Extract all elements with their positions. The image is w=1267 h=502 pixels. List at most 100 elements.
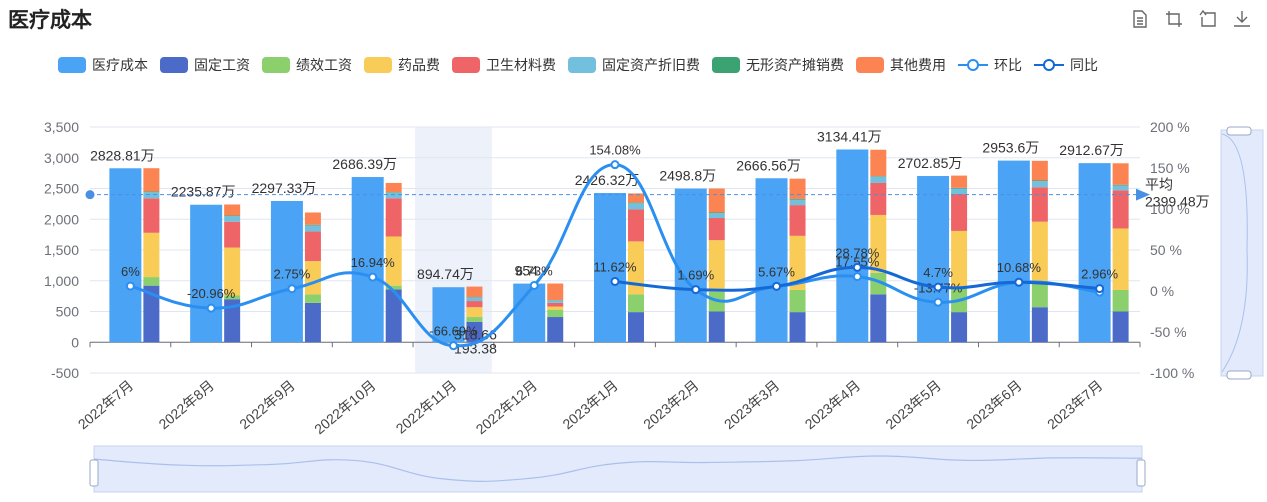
- mom-point: [287, 284, 297, 294]
- stack-segment: [951, 187, 968, 189]
- x-tick-label: 2023年1月: [559, 377, 621, 432]
- legend-item-3[interactable]: 药品费: [364, 55, 440, 75]
- left-tick-label: 2,500: [44, 181, 79, 197]
- right-tick-label: 200 %: [1150, 119, 1190, 135]
- legend-item-6[interactable]: 无形资产摊销费: [712, 55, 844, 75]
- legend-item-8[interactable]: 环比: [958, 55, 1022, 75]
- stack-segment: [951, 230, 968, 289]
- total-bar: [674, 188, 707, 343]
- left-tick-label: 3,500: [44, 119, 79, 135]
- total-value-label: 894.74万: [417, 266, 474, 282]
- stack-segment: [466, 317, 483, 322]
- left-tick-label: -500: [51, 365, 79, 381]
- horizontal-zoom-handle-right[interactable]: [1136, 459, 1146, 487]
- legend-label: 环比: [994, 57, 1022, 73]
- yoy-point: [772, 281, 782, 291]
- mom-point: [448, 341, 458, 351]
- mom-value-label: 6%: [121, 264, 140, 279]
- horizontal-zoom-preview-line: [93, 455, 1143, 482]
- yoy-point: [933, 282, 943, 292]
- vertical-zoom-handle-top[interactable]: [1226, 126, 1252, 136]
- stack-segment: [708, 212, 725, 214]
- stack-segment: [1031, 187, 1048, 222]
- stack-segment: [466, 286, 483, 298]
- stack-segment: [143, 277, 160, 286]
- stack-segment: [870, 149, 887, 177]
- yoy-value-label: 28.78%: [835, 245, 880, 260]
- legend-item-7[interactable]: 其他费用: [856, 55, 946, 75]
- legend-label: 固定工资: [194, 57, 250, 73]
- x-tick-label: 2023年3月: [721, 377, 783, 432]
- stack-segment: [143, 285, 160, 343]
- horizontal-zoom-handle-left[interactable]: [89, 459, 99, 487]
- legend-item-4[interactable]: 卫生材料费: [452, 55, 556, 75]
- stack-segment: [385, 236, 402, 286]
- stack-segment: [1112, 184, 1129, 186]
- stack-segment: [1031, 283, 1048, 308]
- stack-segment: [789, 198, 806, 200]
- legend-item-2[interactable]: 绩效工资: [262, 55, 352, 75]
- stack-segment: [224, 299, 241, 343]
- stack-segment: [224, 295, 241, 300]
- legend-swatch: [452, 57, 480, 73]
- stack-segment: [1112, 311, 1129, 343]
- yoy-value-label: 4.7%: [923, 265, 953, 280]
- download-icon[interactable]: [1231, 8, 1253, 30]
- total-bar: [594, 193, 626, 343]
- legend-swatch: [364, 57, 392, 73]
- stack-segment: [789, 205, 806, 236]
- stack-segment: [708, 218, 725, 241]
- x-tick-label: 2023年7月: [1044, 377, 1106, 432]
- total-value-label: 2297.33万: [252, 180, 317, 196]
- stack-segment: [304, 224, 321, 226]
- yoy-point: [1014, 277, 1024, 287]
- stack-segment: [789, 178, 806, 199]
- restore-icon[interactable]: [1197, 8, 1219, 30]
- legend-item-5[interactable]: 固定资产折旧费: [568, 55, 700, 75]
- mom-point: [852, 272, 862, 282]
- stack-segment: [951, 188, 968, 195]
- stack-segment: [547, 309, 564, 318]
- x-tick-label: 2023年2月: [640, 377, 702, 432]
- mom-value-label: 10.68%: [997, 260, 1042, 275]
- mom-value-label: -66.69%: [429, 324, 478, 339]
- mom-point: [933, 297, 943, 307]
- stack-segment: [304, 225, 321, 232]
- stack-segment: [466, 297, 483, 302]
- legend-label: 绩效工资: [296, 57, 352, 73]
- stack-segment: [870, 294, 887, 343]
- mom-point: [368, 272, 378, 282]
- average-line-start: [85, 190, 95, 200]
- stack-segment: [547, 302, 564, 307]
- data-view-icon[interactable]: [1129, 8, 1151, 30]
- mom-point: [125, 281, 135, 291]
- total-bar: [755, 178, 788, 343]
- vertical-zoom-handle-bottom[interactable]: [1226, 370, 1252, 380]
- x-tick-label: 2022年9月: [236, 377, 298, 432]
- x-tick-label: 2022年7月: [75, 377, 137, 432]
- total-value-label: 2702.85万: [898, 155, 963, 171]
- stack-segment: [143, 191, 160, 193]
- legend-label: 药品费: [398, 57, 440, 73]
- yoy-point: [610, 276, 620, 286]
- legend-item-1[interactable]: 固定工资: [160, 55, 250, 75]
- total-value-label: 2666.56万: [736, 157, 801, 173]
- legend-item-9[interactable]: 同比: [1034, 55, 1098, 75]
- stack-segment: [385, 289, 402, 343]
- x-tick-label: 2022年12月: [473, 377, 541, 437]
- stack-segment: [628, 202, 644, 204]
- stack-segment: [708, 240, 725, 292]
- right-tick-label: 50 %: [1150, 242, 1182, 258]
- stack-segment: [708, 213, 725, 219]
- vertical-zoom-slider[interactable]: [1220, 126, 1264, 380]
- legend-label: 无形资产摊销费: [746, 57, 844, 73]
- legend-label: 卫生材料费: [486, 57, 556, 73]
- stack-segment: [466, 307, 483, 318]
- crop-icon[interactable]: [1163, 8, 1185, 30]
- stack-segment: [789, 312, 806, 343]
- stack-segment: [951, 175, 968, 188]
- horizontal-zoom-slider[interactable]: [89, 445, 1146, 493]
- average-label-title: 平均: [1145, 177, 1173, 193]
- legend-item-0[interactable]: 医疗成本: [58, 55, 148, 75]
